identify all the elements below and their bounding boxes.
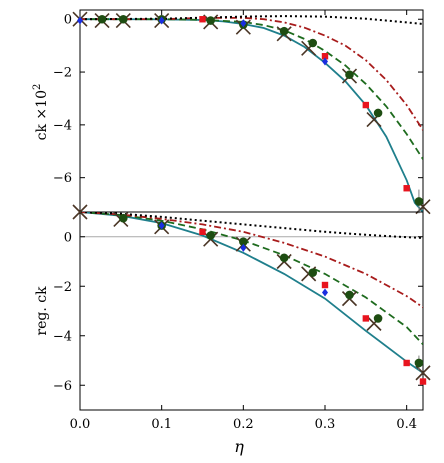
bottom-y-tick-label: −4 [53,329,72,344]
top-y-ticks: 0 −2 −4 −6 [53,13,423,186]
top-point-square [321,53,329,60]
top-point-circle [414,197,424,206]
top-y-tick-label: 0 [64,13,72,28]
bottom-point-square [403,359,410,367]
bottom-point-diamond [322,288,328,297]
top-y-tick-label: −6 [53,171,72,186]
bottom-y-tick-label: 0 [64,230,72,245]
bottom-point-square [362,315,370,322]
bottom-x-ticks: 0.0 0.1 0.2 0.3 0.4 [70,10,417,432]
x-axis-title: η [234,437,244,456]
bottom-point-circle [206,231,215,240]
top-point-circle [206,16,215,25]
bottom-curve-dashdot [80,212,423,309]
x-tick-label: 0.3 [315,417,336,432]
top-y-axis-title-main: ck ×10 [34,90,50,140]
x-tick-label: 0.4 [396,417,417,432]
top-point-circle [279,26,289,36]
bottom-curve-dashed [80,212,423,346]
bottom-y-ticks: 0 −2 −4 −6 [53,230,423,394]
bottom-point-square [419,378,427,385]
top-point-circle [118,14,128,24]
bottom-y-axis-title: reg. ck [34,286,50,336]
top-y-axis-title-superscript: 2 [32,84,43,90]
top-point-circle [373,108,383,118]
top-point-diamond [240,19,247,28]
bottom-point-square [199,228,206,235]
top-y-tick-label: −4 [53,118,72,133]
top-curve-solid [80,18,423,212]
bottom-point-cross [415,365,431,381]
bottom-y-tick-label: −6 [53,379,72,394]
bottom-curve-dotted [80,212,423,239]
bottom-point-diamond [158,221,165,230]
bottom-point-circle [373,314,383,323]
top-curves [80,15,423,212]
x-tick-label: 0.2 [233,417,254,432]
bottom-curve-solid [80,212,423,374]
bottom-plot-frame [79,211,424,411]
bottom-point-circle [414,358,424,368]
top-point-circle [345,70,354,79]
top-y-axis-title: ck ×102 [32,84,50,141]
bottom-point-circle [308,268,318,277]
bottom-point-diamond [240,243,247,252]
bottom-point-circle [279,253,289,263]
top-curve-dashed [80,18,423,160]
top-point-diamond [77,16,83,25]
bottom-point-circle [118,213,128,223]
top-point-diamond [158,16,165,25]
top-y-tick-label: −2 [53,66,72,81]
bottom-panel: 0 −2 −4 −6 0.0 0.1 0.2 0.3 0.4 reg. ck η [34,10,431,456]
bottom-curves [80,212,423,374]
bottom-point-circle [239,237,248,246]
x-tick-label: 0.1 [151,417,172,432]
top-point-square [403,185,410,192]
bottom-point-square [321,281,329,289]
bottom-point-cross [72,204,88,220]
x-tick-label: 0.0 [70,417,91,432]
bottom-y-tick-label: −2 [53,280,72,295]
top-point-diamond [322,57,328,66]
top-point-circle [97,14,107,24]
top-plot-frame [79,9,424,213]
top-point-square [199,16,206,23]
top-curve-dotted [80,15,423,25]
bottom-point-circle [345,290,354,300]
top-panel: 0 −2 −4 −6 ck ×102 [32,9,431,215]
top-data-points [72,11,431,215]
top-point-square [362,101,370,109]
bottom-data-points [72,204,431,385]
top-point-circle [308,38,318,48]
